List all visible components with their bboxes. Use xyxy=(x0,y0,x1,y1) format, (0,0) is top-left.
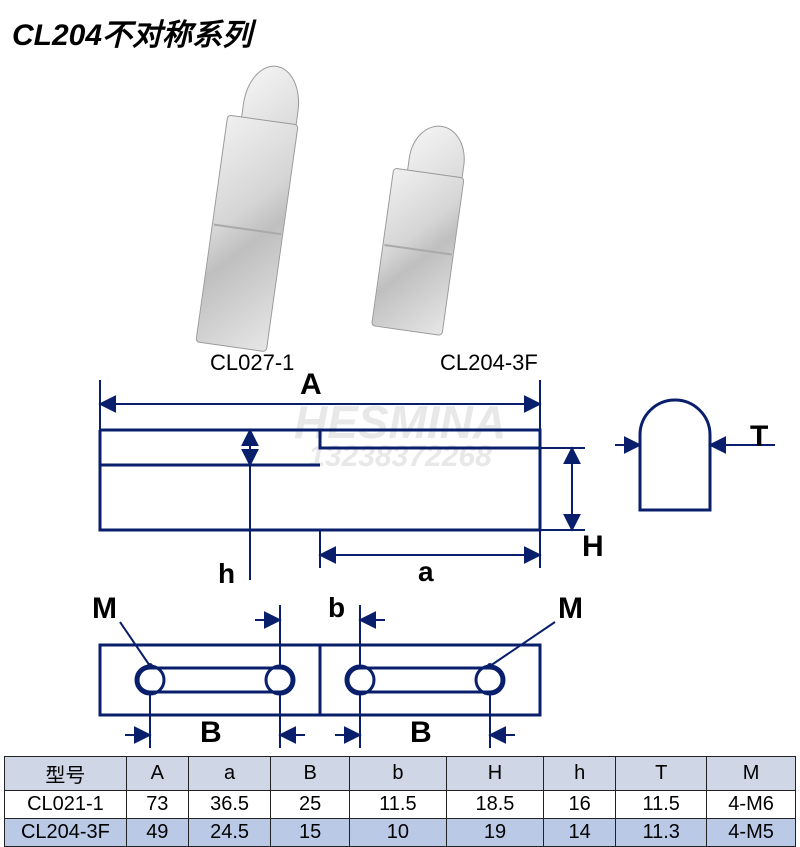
spec-table: 型号AaBbHhTMCL021-17336.52511.518.51611.54… xyxy=(4,756,796,847)
table-cell: 11.5 xyxy=(349,791,446,819)
table-cell: 11.3 xyxy=(616,819,707,847)
model-label-left: CL027-1 xyxy=(210,350,294,376)
table-header-cell: A xyxy=(126,757,188,791)
table-cell: 14 xyxy=(544,819,616,847)
page: CL204不对称系列 HESMINA 13238372268 CL027-1 C… xyxy=(0,0,800,842)
dim-label-B-left: B xyxy=(200,716,222,750)
table-cell: 36.5 xyxy=(188,791,271,819)
table-cell: 4-M6 xyxy=(707,791,796,819)
dim-label-h: h xyxy=(218,558,235,590)
table-header-cell: H xyxy=(446,757,543,791)
table-cell: CL204-3F xyxy=(5,819,127,847)
technical-drawing xyxy=(0,0,800,842)
table-cell: 4-M5 xyxy=(707,819,796,847)
watermark-line1: HESMINA xyxy=(294,395,506,449)
table-header-cell: 型号 xyxy=(5,757,127,791)
dim-label-A: A xyxy=(300,368,322,402)
page-title: CL204不对称系列 xyxy=(12,10,252,54)
dim-label-M-right: M xyxy=(558,592,583,626)
table-row: CL021-17336.52511.518.51611.54-M6 xyxy=(5,791,796,819)
table-row: CL204-3F4924.51510191411.34-M5 xyxy=(5,819,796,847)
dim-label-M-left: M xyxy=(92,592,117,626)
table-cell: 19 xyxy=(446,819,543,847)
table-header-cell: T xyxy=(616,757,707,791)
table-cell: 24.5 xyxy=(188,819,271,847)
table-cell: 10 xyxy=(349,819,446,847)
table-header-cell: h xyxy=(544,757,616,791)
table-cell: 49 xyxy=(126,819,188,847)
table-cell: 15 xyxy=(271,819,349,847)
table-cell: 16 xyxy=(544,791,616,819)
watermark-line2: 13238372268 xyxy=(308,440,492,474)
dim-label-T: T xyxy=(750,420,768,454)
table-cell: 73 xyxy=(126,791,188,819)
dim-label-H: H xyxy=(582,530,604,564)
dim-label-a: a xyxy=(418,556,434,588)
table-cell: 11.5 xyxy=(616,791,707,819)
dim-label-b: b xyxy=(328,592,345,624)
table-cell: 18.5 xyxy=(446,791,543,819)
table-header-cell: B xyxy=(271,757,349,791)
table-header-cell: a xyxy=(188,757,271,791)
model-label-right: CL204-3F xyxy=(440,350,538,376)
table-cell: CL021-1 xyxy=(5,791,127,819)
table-header-cell: M xyxy=(707,757,796,791)
table-cell: 25 xyxy=(271,791,349,819)
dim-label-B-right: B xyxy=(410,716,432,750)
table-header-cell: b xyxy=(349,757,446,791)
